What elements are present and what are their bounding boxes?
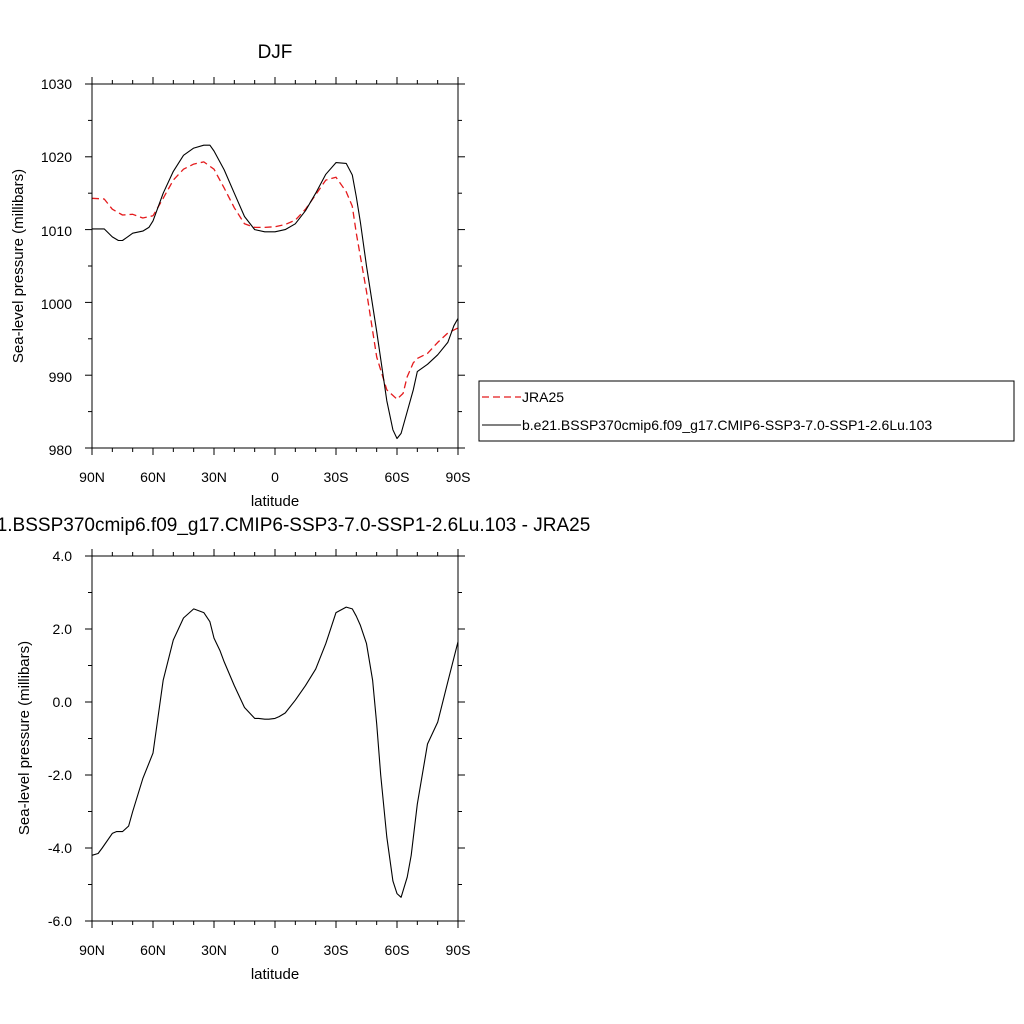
bottom-y-axis-label: Sea-level pressure (millibars): [16, 641, 33, 835]
x-tick-label: 30N: [201, 469, 227, 485]
bottom-chart-axes: [85, 549, 465, 928]
x-tick-label: 30N: [201, 942, 227, 958]
x-tick-label: 60N: [140, 942, 166, 958]
bottom-chart-title: b.e21.BSSP370cmip6.f09_g17.CMIP6-SSP3-7.…: [0, 515, 590, 536]
y-tick-label: 1000: [41, 296, 72, 312]
x-tick-label: 0: [271, 942, 279, 958]
x-tick-label: 90N: [79, 942, 105, 958]
x-tick-label: 60S: [385, 942, 410, 958]
bottom-y-tick-labels: -6.0 -4.0 -2.0 0.0 2.0 4.0: [48, 548, 72, 929]
y-tick-label: 990: [49, 369, 73, 385]
y-tick-label: 2.0: [53, 621, 73, 637]
top-x-axis-label: latitude: [251, 493, 299, 510]
y-tick-label: -6.0: [48, 913, 72, 929]
x-tick-label: 90S: [446, 469, 471, 485]
y-tick-label: 1020: [41, 149, 72, 165]
legend-label-jra25: JRA25: [522, 389, 564, 405]
x-tick-label: 90S: [446, 942, 471, 958]
legend-box: [478, 380, 1015, 442]
top-chart-series: [91, 144, 459, 440]
bottom-x-axis-label: latitude: [251, 966, 299, 983]
top-chart-panel: DJF 980 990 1000 1010 1020 1030 90N 60N …: [10, 42, 470, 510]
top-series-line-1: [92, 144, 459, 440]
top-x-tick-labels: 90N 60N 30N 0 30S 60S 90S: [79, 469, 470, 485]
y-tick-label: 0.0: [53, 694, 73, 710]
bottom-chart-panel: b.e21.BSSP370cmip6.f09_g17.CMIP6-SSP3-7.…: [0, 515, 590, 983]
legend-label-model: b.e21.BSSP370cmip6.f09_g17.CMIP6-SSP3-7.…: [522, 417, 932, 433]
bottom-series-line-0: [91, 606, 459, 898]
top-series-line-0: [91, 161, 459, 400]
top-plot-frame: [91, 83, 459, 449]
bottom-x-tick-labels: 90N 60N 30N 0 30S 60S 90S: [79, 942, 470, 958]
y-tick-label: 4.0: [53, 548, 73, 564]
y-tick-label: 1030: [41, 76, 72, 92]
y-tick-label: -2.0: [48, 767, 72, 783]
x-tick-label: 30S: [324, 942, 349, 958]
y-tick-label: 1010: [41, 223, 72, 239]
x-tick-label: 90N: [79, 469, 105, 485]
y-tick-label: -4.0: [48, 840, 72, 856]
x-tick-label: 60N: [140, 469, 166, 485]
top-y-axis-label: Sea-level pressure (millibars): [10, 169, 27, 363]
top-chart-title: DJF: [258, 42, 293, 63]
top-y-tick-labels: 980 990 1000 1010 1020 1030: [41, 76, 72, 458]
y-tick-label: 980: [49, 442, 73, 458]
x-tick-label: 60S: [385, 469, 410, 485]
x-tick-label: 30S: [324, 469, 349, 485]
top-chart-axes: [85, 77, 465, 455]
x-tick-label: 0: [271, 469, 279, 485]
bottom-chart-series: [91, 606, 459, 898]
bottom-plot-frame: [91, 555, 459, 922]
legend: JRA25 b.e21.BSSP370cmip6.f09_g17.CMIP6-S…: [478, 380, 1015, 442]
